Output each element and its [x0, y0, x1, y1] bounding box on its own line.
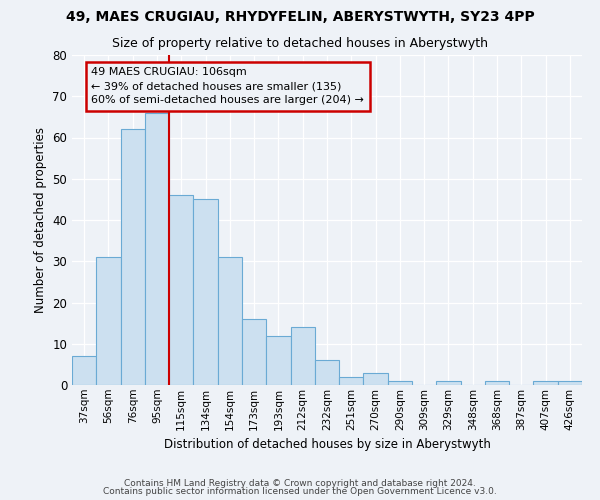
Bar: [485, 381, 509, 385]
Text: Contains HM Land Registry data © Crown copyright and database right 2024.: Contains HM Land Registry data © Crown c…: [124, 478, 476, 488]
Bar: [96, 257, 121, 385]
Bar: [290, 327, 315, 385]
Text: 49 MAES CRUGIAU: 106sqm
← 39% of detached houses are smaller (135)
60% of semi-d: 49 MAES CRUGIAU: 106sqm ← 39% of detache…: [91, 68, 364, 106]
Bar: [72, 356, 96, 385]
Bar: [436, 381, 461, 385]
Bar: [145, 113, 169, 385]
Bar: [242, 319, 266, 385]
Text: Size of property relative to detached houses in Aberystwyth: Size of property relative to detached ho…: [112, 38, 488, 51]
Bar: [193, 200, 218, 385]
Bar: [169, 195, 193, 385]
Bar: [339, 377, 364, 385]
Text: Contains public sector information licensed under the Open Government Licence v3: Contains public sector information licen…: [103, 487, 497, 496]
Bar: [364, 372, 388, 385]
Bar: [558, 381, 582, 385]
Text: 49, MAES CRUGIAU, RHYDYFELIN, ABERYSTWYTH, SY23 4PP: 49, MAES CRUGIAU, RHYDYFELIN, ABERYSTWYT…: [65, 10, 535, 24]
Bar: [388, 381, 412, 385]
Bar: [533, 381, 558, 385]
Y-axis label: Number of detached properties: Number of detached properties: [34, 127, 47, 313]
Bar: [218, 257, 242, 385]
Bar: [315, 360, 339, 385]
X-axis label: Distribution of detached houses by size in Aberystwyth: Distribution of detached houses by size …: [164, 438, 490, 451]
Bar: [266, 336, 290, 385]
Bar: [121, 129, 145, 385]
